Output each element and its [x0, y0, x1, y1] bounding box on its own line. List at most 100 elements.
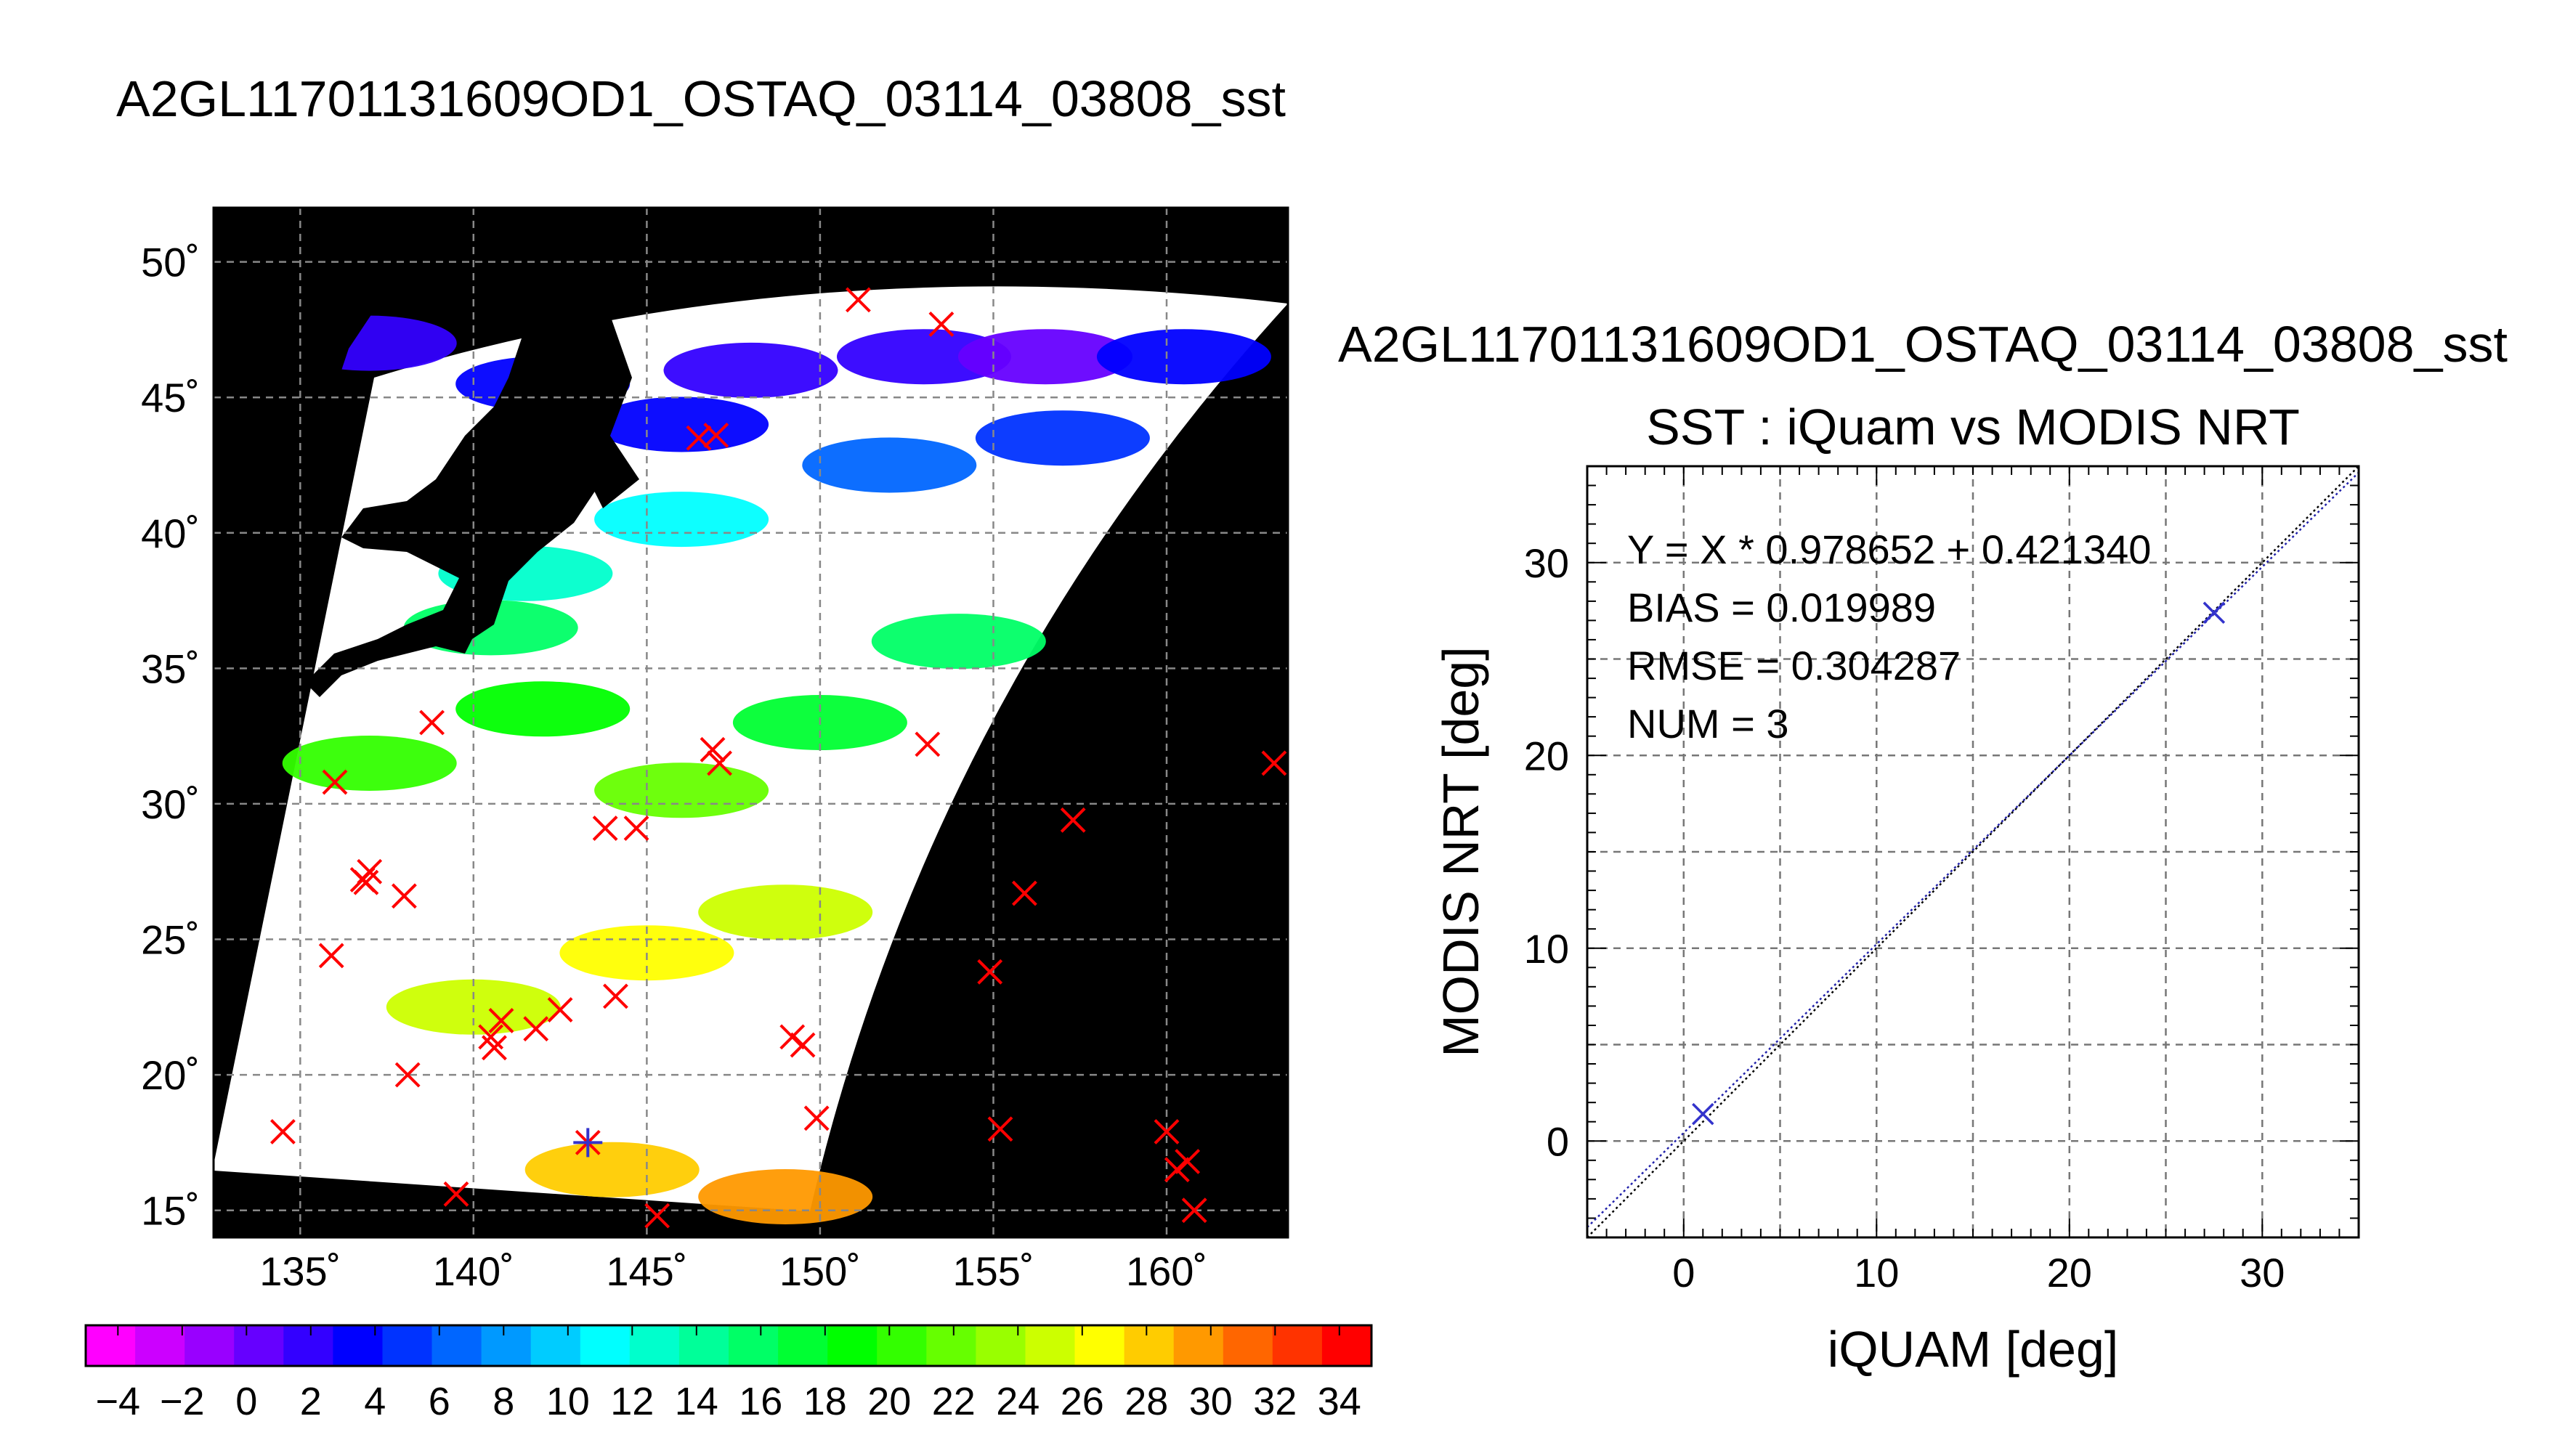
- sst-patch: [594, 492, 769, 548]
- sst-patch: [524, 1142, 700, 1197]
- colorbar-tick-label: −2: [160, 1380, 205, 1423]
- scatter-ticks: [1586, 465, 2359, 1238]
- colorbar-swatch: [1074, 1325, 1125, 1366]
- one-to-one-line: [1587, 466, 2359, 1237]
- sst-retrievals: [282, 315, 1271, 1224]
- colorbar-tick-label: 20: [867, 1380, 911, 1423]
- colorbar-swatch: [431, 1325, 482, 1366]
- sst-patch: [282, 736, 457, 791]
- colorbar-tick-label: 12: [610, 1380, 654, 1423]
- sst-patch: [698, 884, 873, 940]
- insitu-markers: [270, 287, 1287, 1229]
- insitu-marker: [1261, 750, 1287, 776]
- sst-patch: [975, 410, 1150, 466]
- sst-patch: [837, 329, 1011, 385]
- insitu-marker: [928, 312, 955, 337]
- colorbar-swatch: [382, 1325, 433, 1366]
- colorbar-swatch: [1223, 1325, 1273, 1366]
- lon-tick-label: 155˚: [952, 1248, 1034, 1294]
- colorbar-swatch: [1272, 1325, 1323, 1366]
- colorbar-swatch: [1173, 1325, 1224, 1366]
- scatter-x-tick-label: 20: [2047, 1250, 2092, 1296]
- lat-tick-label: 30˚: [141, 781, 200, 827]
- colorbar-swatch: [729, 1325, 779, 1366]
- lon-tick-label: 135˚: [259, 1248, 341, 1294]
- colorbar-tick-label: 4: [364, 1380, 386, 1423]
- fit-equation-text: Y = X * 0.978652 + 0.421340: [1627, 526, 2151, 572]
- scatter-title: SST : iQuam vs MODIS NRT: [1646, 399, 2300, 455]
- colorbar-swatch: [234, 1325, 284, 1366]
- sst-colorbar: −4 −2 0 2 4 6 8 10 12 14 16 18 20 22 24 26 28 30 32 34: [84, 1324, 1373, 1423]
- colorbar-tick-label: 16: [739, 1380, 782, 1423]
- scatter-x-tick-labels: 0 10 20 30: [1672, 1250, 2285, 1296]
- insitu-marker: [1154, 1119, 1180, 1144]
- insitu-marker: [707, 750, 732, 776]
- scatter-y-tick-labels: 0 10 20 30: [1524, 540, 1569, 1165]
- lat-tick-label: 25˚: [141, 917, 200, 963]
- colorbar-swatch: [778, 1325, 828, 1366]
- scatter-x-tick-label: 0: [1672, 1250, 1695, 1296]
- map-frame: [212, 206, 1289, 1239]
- colorbar-swatch: [86, 1325, 136, 1366]
- insitu-marker: [270, 1119, 296, 1144]
- colorbar-tick-label: 30: [1189, 1380, 1233, 1423]
- sst-patch: [663, 342, 838, 398]
- regression-stats: Y = X * 0.978652 + 0.421340 BIAS = 0.019…: [1627, 526, 2151, 747]
- matchup-marker: [573, 1128, 603, 1158]
- insitu-marker: [915, 731, 941, 757]
- insitu-marker: [1011, 880, 1037, 906]
- insitu-marker: [603, 983, 628, 1009]
- insitu-marker: [1175, 1149, 1201, 1174]
- insitu-marker: [488, 1008, 514, 1033]
- lat-tick-label: 50˚: [141, 240, 200, 285]
- insitu-marker: [987, 1116, 1013, 1142]
- colorbar-swatch: [185, 1325, 235, 1366]
- sst-patch: [698, 1169, 873, 1224]
- insitu-marker: [443, 1181, 469, 1207]
- scatter-point: [2202, 601, 2226, 625]
- scatter-point: [1692, 1102, 1714, 1126]
- colorbar-swatch: [1025, 1325, 1076, 1366]
- insitu-marker: [547, 997, 573, 1022]
- colorbar-swatch: [580, 1325, 631, 1366]
- colorbar-tick-label: 6: [429, 1380, 450, 1423]
- colorbar-tick-label: 28: [1124, 1380, 1168, 1423]
- insitu-marker: [803, 1105, 830, 1131]
- lon-tick-label: 140˚: [433, 1248, 514, 1294]
- sst-patch: [871, 614, 1046, 670]
- colorbar-tick-label: −4: [96, 1380, 141, 1423]
- lon-tick-label: 150˚: [779, 1248, 861, 1294]
- colorbar-tick-label: 26: [1061, 1380, 1104, 1423]
- insitu-marker: [703, 423, 729, 448]
- bias-text: BIAS = 0.019989: [1627, 585, 1936, 630]
- scatter-y-tick-label: 20: [1524, 733, 1569, 778]
- land-asia-coast: [214, 218, 385, 566]
- insitu-marker: [419, 709, 445, 736]
- latitude-tick-labels: 15˚ 20˚ 25˚ 30˚ 35˚ 40˚ 45˚ 50˚: [141, 240, 200, 1234]
- lat-tick-label: 20˚: [141, 1052, 200, 1098]
- sst-patch: [594, 762, 769, 818]
- lat-tick-label: 40˚: [141, 511, 200, 556]
- colorbar-swatches: [86, 1325, 1372, 1366]
- colorbar-tick-label: 32: [1253, 1380, 1297, 1423]
- colorbar-swatch: [629, 1325, 680, 1366]
- colorbar-tick-label: 22: [932, 1380, 976, 1423]
- colorbar-tick-label: 2: [300, 1380, 322, 1423]
- regression-line: [1587, 471, 2359, 1228]
- scatter-points: [1692, 601, 2226, 1126]
- insitu-marker: [353, 869, 379, 895]
- scatter-y-tick-label: 30: [1524, 540, 1569, 586]
- colorbar-tick-label: 10: [546, 1380, 590, 1423]
- colorbar-swatch: [135, 1325, 185, 1366]
- scatter-reference-lines: [1587, 466, 2359, 1237]
- colorbar-tick-labels: −4 −2 0 2 4 6 8 10 12 14 16 18 20 22 24 26 28 30 32 34: [96, 1325, 1361, 1423]
- count-text: NUM = 3: [1627, 701, 1789, 747]
- lat-tick-label: 45˚: [141, 375, 200, 420]
- colorbar-tick-label: 8: [493, 1380, 514, 1423]
- sst-patch: [455, 681, 631, 737]
- rmse-text: RMSE = 0.304287: [1627, 643, 1961, 688]
- insitu-marker: [394, 1062, 421, 1088]
- longitude-tick-labels: 135˚ 140˚ 145˚ 150˚ 155˚ 160˚: [259, 1248, 1207, 1294]
- insitu-marker: [592, 816, 618, 841]
